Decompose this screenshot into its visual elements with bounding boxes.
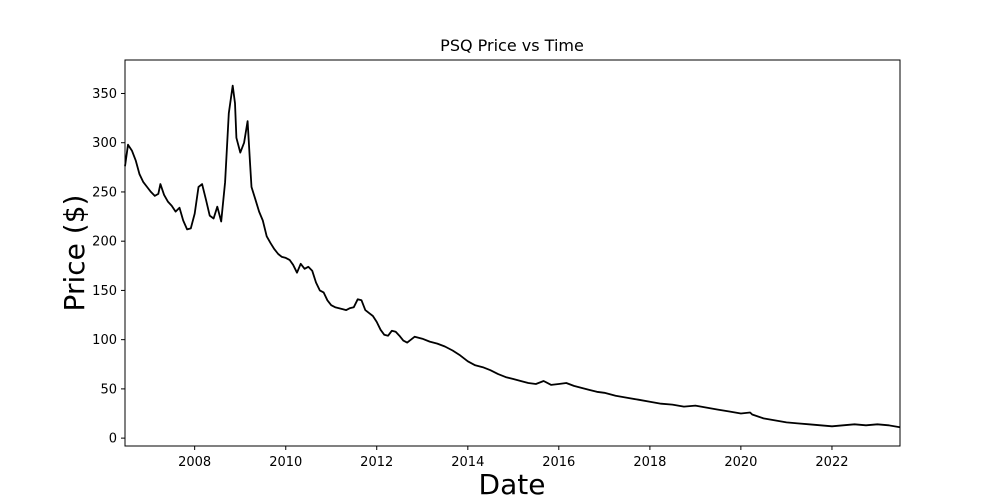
price-series-line (124, 84, 901, 429)
x-tick-label: 2010 (269, 455, 302, 470)
x-tick-label: 2020 (724, 455, 757, 470)
x-tick-label: 2016 (542, 455, 575, 470)
x-tick-label: 2018 (633, 455, 666, 470)
x-tick-label: 2022 (815, 455, 848, 470)
x-axis-ticks: 2008 2010 2012 2014 2016 2018 2020 2022 (178, 446, 849, 470)
y-tick-label: 0 (109, 432, 117, 447)
y-tick-label: 50 (100, 382, 117, 397)
y-axis-ticks: 0 50 100 150 200 250 300 350 (92, 87, 125, 447)
y-tick-label: 100 (92, 333, 117, 348)
y-tick-label: 200 (92, 235, 117, 250)
plot-frame (124, 59, 901, 447)
y-tick-label: 250 (92, 185, 117, 200)
y-tick-label: 150 (92, 284, 117, 299)
plot-area (124, 84, 901, 429)
y-tick-label: 300 (92, 136, 117, 151)
x-axis-label: Date (479, 468, 546, 500)
x-tick-label: 2014 (451, 455, 484, 470)
y-tick-label: 350 (92, 87, 117, 102)
x-tick-label: 2012 (360, 455, 393, 470)
x-tick-label: 2008 (178, 455, 211, 470)
y-axis-label: Price ($) (58, 195, 91, 312)
chart-title: PSQ Price vs Time (440, 36, 584, 55)
